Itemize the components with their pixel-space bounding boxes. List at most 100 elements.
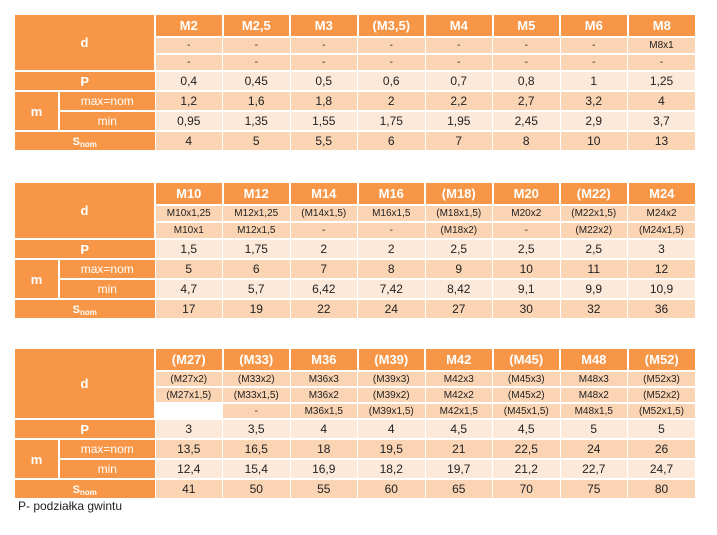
d-cell: (M18x2) — [424, 222, 493, 240]
s-cell: 80 — [627, 479, 696, 500]
header-cell: M2,5 — [221, 15, 291, 38]
header-cell: M3 — [289, 15, 358, 38]
m-min-cell: 4,7 — [154, 279, 223, 300]
header-cell: (M27) — [154, 349, 223, 372]
p-cell: 5 — [627, 419, 696, 440]
s-cell: 41 — [154, 479, 223, 500]
m-max-cell: 1,6 — [222, 91, 291, 112]
m-min-cell: 2,45 — [492, 111, 561, 132]
m-max-cell: 1,2 — [154, 91, 223, 112]
p-cell: 2,5 — [492, 239, 561, 260]
label-s-main: S — [72, 484, 80, 496]
m-min-cell: 2,9 — [559, 111, 628, 132]
d-cell: (M27x1,5) — [154, 387, 223, 404]
label-s-nom: Snom — [15, 479, 156, 500]
m-max-cell: 22,5 — [492, 439, 561, 460]
header-cell: (M22) — [559, 183, 628, 206]
label-p: P — [15, 71, 156, 92]
m-min-cell: 5,7 — [222, 279, 291, 300]
d-cell: M48x3 — [559, 371, 628, 388]
m-min-cell: 18,2 — [357, 459, 426, 480]
m-max-cell: 3,2 — [559, 91, 628, 112]
d-cell: (M52x3) — [627, 371, 696, 388]
d-cell: - — [492, 54, 561, 72]
m-min-cell: 10,9 — [627, 279, 696, 300]
header-cell: M4 — [424, 15, 493, 38]
m-max-cell: 4 — [627, 91, 696, 112]
header-cell: M20 — [491, 183, 561, 206]
d-cell: M16x1,5 — [357, 205, 426, 223]
m-min-cell: 22,7 — [559, 459, 628, 480]
p-cell: 0,7 — [424, 71, 493, 92]
d-cell: - — [424, 54, 493, 72]
m-min-cell: 19,7 — [424, 459, 493, 480]
m-max-cell: 9 — [424, 259, 493, 280]
s-cell: 36 — [627, 299, 696, 320]
d-cell: (M39x2) — [357, 387, 426, 404]
p-cell: 2,5 — [559, 239, 628, 260]
d-cell: M20x2 — [492, 205, 561, 223]
label-m: m — [15, 259, 59, 300]
d-cell: (M52x1,5) — [627, 403, 696, 420]
thread-table-1: d M2 M2,5 M3 (M3,5) M4 M5 M6 M8 - - - - … — [15, 15, 696, 152]
d-cell: - — [222, 37, 291, 55]
d-cell: (M22x2) — [559, 222, 628, 240]
p-cell: 1,75 — [222, 239, 291, 260]
header-cell: M10 — [154, 183, 223, 206]
m-max-cell: 13,5 — [154, 439, 223, 460]
d-cell: M36x3 — [289, 371, 358, 388]
m-min-cell: 1,75 — [357, 111, 426, 132]
d-cell: - — [154, 54, 223, 72]
label-max-nom: max=nom — [57, 259, 156, 280]
m-min-cell: 21,2 — [492, 459, 561, 480]
d-cell: - — [289, 37, 358, 55]
s-cell: 60 — [357, 479, 426, 500]
d-cell: - — [492, 37, 561, 55]
p-cell: 0,45 — [222, 71, 291, 92]
p-cell: 0,4 — [154, 71, 223, 92]
m-min-cell: 7,42 — [357, 279, 426, 300]
header-cell: M12 — [221, 183, 291, 206]
s-cell: 50 — [222, 479, 291, 500]
thread-table-3: d (M27) (M33) M36 (M39) M42 (M45) M48 (M… — [15, 349, 696, 500]
header-cell: M16 — [356, 183, 426, 206]
d-cell: M42x1,5 — [424, 403, 493, 420]
m-max-cell: 2,2 — [424, 91, 493, 112]
d-cell: - — [627, 54, 696, 72]
p-cell: 0,6 — [357, 71, 426, 92]
label-d: d — [15, 183, 156, 240]
d-cell: - — [357, 54, 426, 72]
d-cell: M36x2 — [289, 387, 358, 404]
header-cell: (M33) — [221, 349, 291, 372]
header-cell: M6 — [559, 15, 628, 38]
p-cell: 5 — [559, 419, 628, 440]
m-max-cell: 7 — [289, 259, 358, 280]
m-min-cell: 1,95 — [424, 111, 493, 132]
s-cell: 65 — [424, 479, 493, 500]
header-cell: M2 — [154, 15, 223, 38]
d-cell: (M45x3) — [492, 371, 561, 388]
m-max-cell: 6 — [222, 259, 291, 280]
d-cell: (M24x1,5) — [627, 222, 696, 240]
d-cell: (M33x1,5) — [222, 387, 291, 404]
d-cell: M12x1,5 — [222, 222, 291, 240]
p-cell: 2,5 — [424, 239, 493, 260]
m-max-cell: 16,5 — [222, 439, 291, 460]
d-cell: M10x1,25 — [154, 205, 223, 223]
header-cell: M5 — [491, 15, 561, 38]
header-cell: M14 — [289, 183, 358, 206]
d-cell: M42x3 — [424, 371, 493, 388]
d-cell: M10x1 — [154, 222, 223, 240]
thread-table-2: d M10 M12 M14 M16 (M18) M20 (M22) M24 M1… — [15, 183, 696, 320]
d-cell: - — [424, 37, 493, 55]
p-cell: 3 — [154, 419, 223, 440]
header-cell: M36 — [289, 349, 358, 372]
d-cell: - — [289, 54, 358, 72]
s-cell: 32 — [559, 299, 628, 320]
m-max-cell: 12 — [627, 259, 696, 280]
p-cell: 4 — [289, 419, 358, 440]
s-cell: 22 — [289, 299, 358, 320]
d-cell: M48x2 — [559, 387, 628, 404]
m-min-cell: 6,42 — [289, 279, 358, 300]
label-s-main: S — [72, 136, 80, 148]
